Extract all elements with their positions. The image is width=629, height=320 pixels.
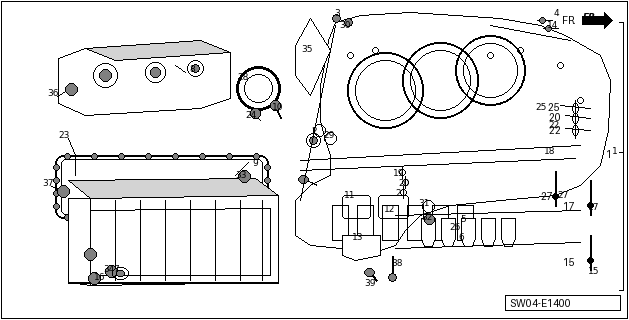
Text: 29: 29 [323, 132, 335, 140]
Text: 4: 4 [553, 9, 559, 18]
Text: 10: 10 [272, 102, 284, 111]
Text: 38: 38 [391, 260, 403, 268]
Text: 39: 39 [364, 278, 376, 287]
Text: 15: 15 [588, 267, 599, 276]
Text: 34: 34 [103, 266, 114, 275]
Text: 25: 25 [535, 102, 547, 111]
Text: 26: 26 [449, 222, 460, 231]
Text: 2: 2 [311, 126, 317, 135]
Text: 23: 23 [58, 131, 70, 140]
Text: 3: 3 [334, 9, 340, 18]
Text: 30: 30 [339, 21, 351, 30]
Text: 7: 7 [113, 266, 119, 275]
Text: 14: 14 [547, 21, 559, 30]
Text: 35: 35 [301, 44, 313, 53]
Text: 1: 1 [612, 148, 618, 156]
Text: 13: 13 [352, 234, 364, 243]
Text: 5: 5 [460, 214, 466, 223]
Text: 21: 21 [395, 189, 407, 198]
Text: FR.: FR. [582, 12, 599, 21]
Text: 12: 12 [384, 205, 396, 214]
Text: 9: 9 [252, 158, 258, 167]
Text: 33: 33 [235, 171, 247, 180]
Text: 17: 17 [588, 204, 599, 212]
Text: 19: 19 [393, 170, 404, 179]
Text: 6: 6 [458, 233, 464, 242]
Text: 8: 8 [189, 65, 195, 74]
Text: 18: 18 [544, 148, 556, 156]
Text: 28: 28 [237, 74, 248, 83]
Text: 36: 36 [47, 89, 58, 98]
Text: 32: 32 [421, 213, 433, 222]
Text: 11: 11 [344, 190, 356, 199]
Text: 24: 24 [245, 110, 257, 119]
Text: 27: 27 [557, 191, 569, 201]
Text: 31: 31 [418, 199, 430, 209]
Text: 22: 22 [548, 122, 560, 131]
Text: 37: 37 [42, 179, 53, 188]
Text: 16: 16 [94, 274, 106, 283]
Text: 20: 20 [398, 179, 409, 188]
